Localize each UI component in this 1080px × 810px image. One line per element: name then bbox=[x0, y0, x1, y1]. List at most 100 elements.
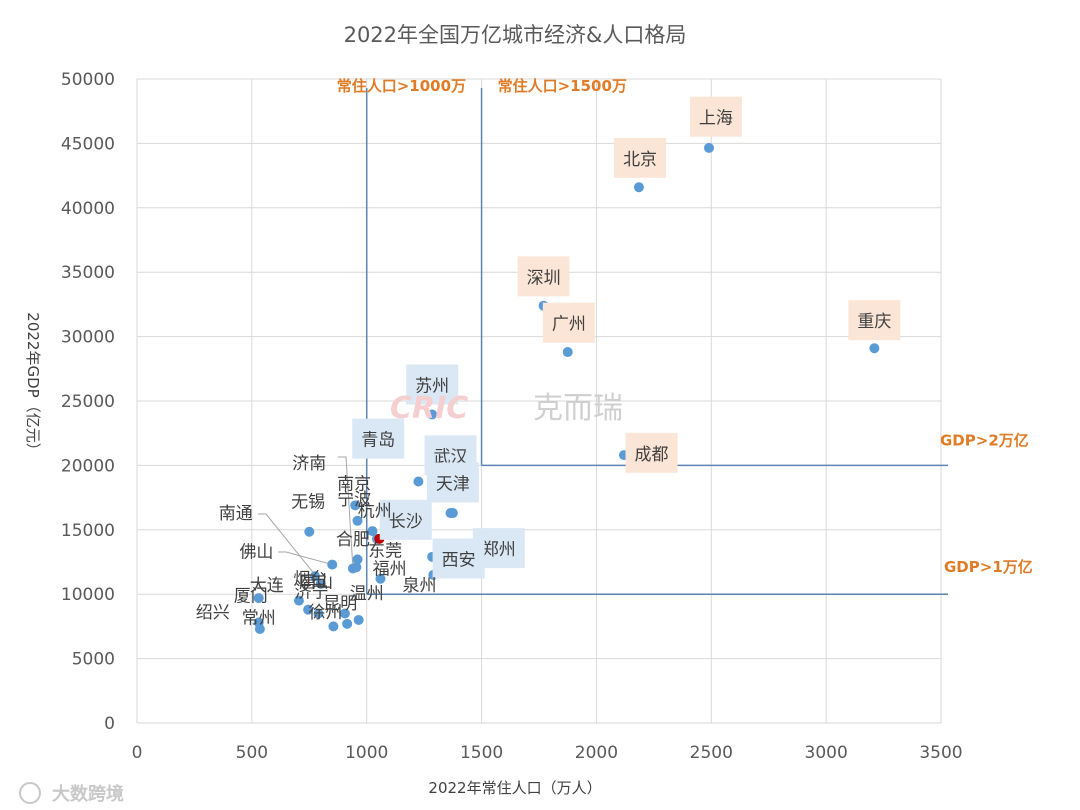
city-label: 杭州 bbox=[358, 501, 392, 521]
city-label: 苏州 bbox=[415, 377, 449, 397]
city-label-bg bbox=[432, 538, 485, 579]
city-label-bg bbox=[426, 462, 479, 503]
city-label-bg bbox=[406, 364, 459, 405]
city-label: 南京 bbox=[337, 474, 371, 494]
city-label-bg bbox=[542, 302, 595, 343]
data-point bbox=[413, 476, 424, 487]
city-label: 昆明 bbox=[323, 594, 357, 614]
city-label-bg bbox=[352, 418, 405, 459]
y-axis-label: 2022年GDP（亿元） bbox=[24, 312, 42, 457]
leader-line bbox=[338, 456, 354, 569]
city-label-bg bbox=[517, 256, 570, 297]
city-label: 徐州 bbox=[308, 603, 342, 623]
data-point bbox=[304, 526, 315, 537]
data-point bbox=[869, 343, 880, 354]
data-point bbox=[293, 595, 304, 606]
data-point bbox=[352, 554, 363, 565]
data-point bbox=[328, 621, 339, 632]
data-point bbox=[303, 604, 314, 615]
city-label: 南通 bbox=[219, 504, 253, 524]
city-label: 福州 bbox=[373, 559, 407, 579]
y-tick-label: 5000 bbox=[72, 650, 115, 670]
city-label: 东莞 bbox=[368, 541, 402, 561]
data-point bbox=[633, 182, 644, 193]
threshold-label-pop-1000: 常住人口>1000万 bbox=[337, 77, 466, 95]
data-points bbox=[253, 142, 880, 634]
data-point bbox=[703, 142, 714, 153]
data-point bbox=[445, 508, 456, 519]
city-label: 武汉 bbox=[434, 447, 468, 467]
city-label: 合肥 bbox=[336, 530, 370, 550]
city-label: 济南 bbox=[292, 454, 326, 474]
x-tick-label: 500 bbox=[236, 743, 268, 763]
data-point bbox=[254, 623, 265, 634]
source-logo-icon bbox=[19, 782, 41, 804]
city-label: 泉州 bbox=[403, 576, 437, 596]
city-label: 唐山 bbox=[299, 571, 333, 592]
watermark-brand: CRIC bbox=[390, 391, 468, 426]
city-label: 天津 bbox=[436, 474, 470, 494]
data-point bbox=[327, 559, 338, 570]
leader-lines bbox=[258, 456, 354, 577]
thresholds: 常住人口>1000万 常住人口>1500万 GDP>2万亿 GDP>1万亿 bbox=[337, 77, 1033, 595]
city-label: 西安 bbox=[442, 550, 476, 570]
y-tick-label: 35000 bbox=[61, 263, 115, 283]
city-label-bg bbox=[848, 300, 901, 341]
data-point bbox=[339, 608, 350, 619]
data-point bbox=[427, 409, 438, 420]
city-label: 厦门 bbox=[234, 586, 268, 606]
city-label-bg bbox=[625, 432, 678, 473]
city-label-bg bbox=[614, 137, 667, 178]
city-label: 长沙 bbox=[389, 512, 423, 532]
city-label: 佛山 bbox=[239, 543, 273, 563]
chart-title: 2022年全国万亿城市经济&人口格局 bbox=[344, 23, 687, 47]
city-label: 大连 bbox=[250, 576, 284, 596]
x-tick-label: 2000 bbox=[575, 743, 618, 763]
threshold-label-pop-1500: 常住人口>1500万 bbox=[498, 77, 627, 95]
data-point bbox=[353, 614, 364, 625]
city-label: 北京 bbox=[623, 150, 657, 170]
city-label: 温州 bbox=[350, 584, 384, 604]
data-point bbox=[313, 608, 324, 619]
threshold-label-gdp-2: GDP>2万亿 bbox=[940, 431, 1029, 449]
y-tick-label: 50000 bbox=[61, 70, 115, 90]
city-label: 无锡 bbox=[291, 492, 325, 512]
data-point bbox=[351, 562, 362, 573]
city-label: 成都 bbox=[635, 445, 669, 465]
city-label: 广州 bbox=[552, 315, 586, 335]
data-point bbox=[352, 515, 363, 526]
city-label: 烟台 bbox=[293, 570, 327, 590]
watermark-brand-cn: 克而瑞 bbox=[533, 391, 623, 426]
grid: 0500010000150002000025000300003500040000… bbox=[61, 70, 963, 763]
x-axis-label: 2022年常住人口（万人） bbox=[428, 779, 601, 797]
leader-line bbox=[278, 551, 333, 566]
city-label-bg bbox=[379, 499, 432, 540]
city-label: 深圳 bbox=[527, 268, 561, 288]
x-tick-label: 2500 bbox=[690, 743, 733, 763]
y-tick-label: 40000 bbox=[61, 199, 115, 219]
y-tick-label: 20000 bbox=[61, 456, 115, 476]
city-label: 重庆 bbox=[857, 312, 891, 332]
y-tick-label: 25000 bbox=[61, 392, 115, 412]
city-label-bg bbox=[689, 96, 742, 137]
watermark: CRIC 克而瑞 大数跨境 bbox=[19, 391, 623, 805]
data-point bbox=[562, 347, 573, 358]
x-tick-label: 3500 bbox=[919, 743, 962, 763]
y-tick-label: 45000 bbox=[61, 134, 115, 154]
city-label: 绍兴 bbox=[196, 603, 230, 623]
x-tick-label: 1500 bbox=[460, 743, 503, 763]
data-point bbox=[310, 571, 321, 582]
y-tick-label: 15000 bbox=[61, 521, 115, 541]
city-label: 青岛 bbox=[361, 431, 395, 451]
city-label: 宁波 bbox=[337, 490, 371, 510]
y-tick-label: 0 bbox=[104, 714, 115, 734]
city-label: 常州 bbox=[242, 608, 276, 628]
source-watermark: 大数跨境 bbox=[52, 783, 124, 805]
data-point bbox=[350, 500, 361, 511]
data-point bbox=[367, 526, 378, 537]
y-tick-label: 30000 bbox=[61, 328, 115, 348]
x-tick-label: 0 bbox=[132, 743, 143, 763]
